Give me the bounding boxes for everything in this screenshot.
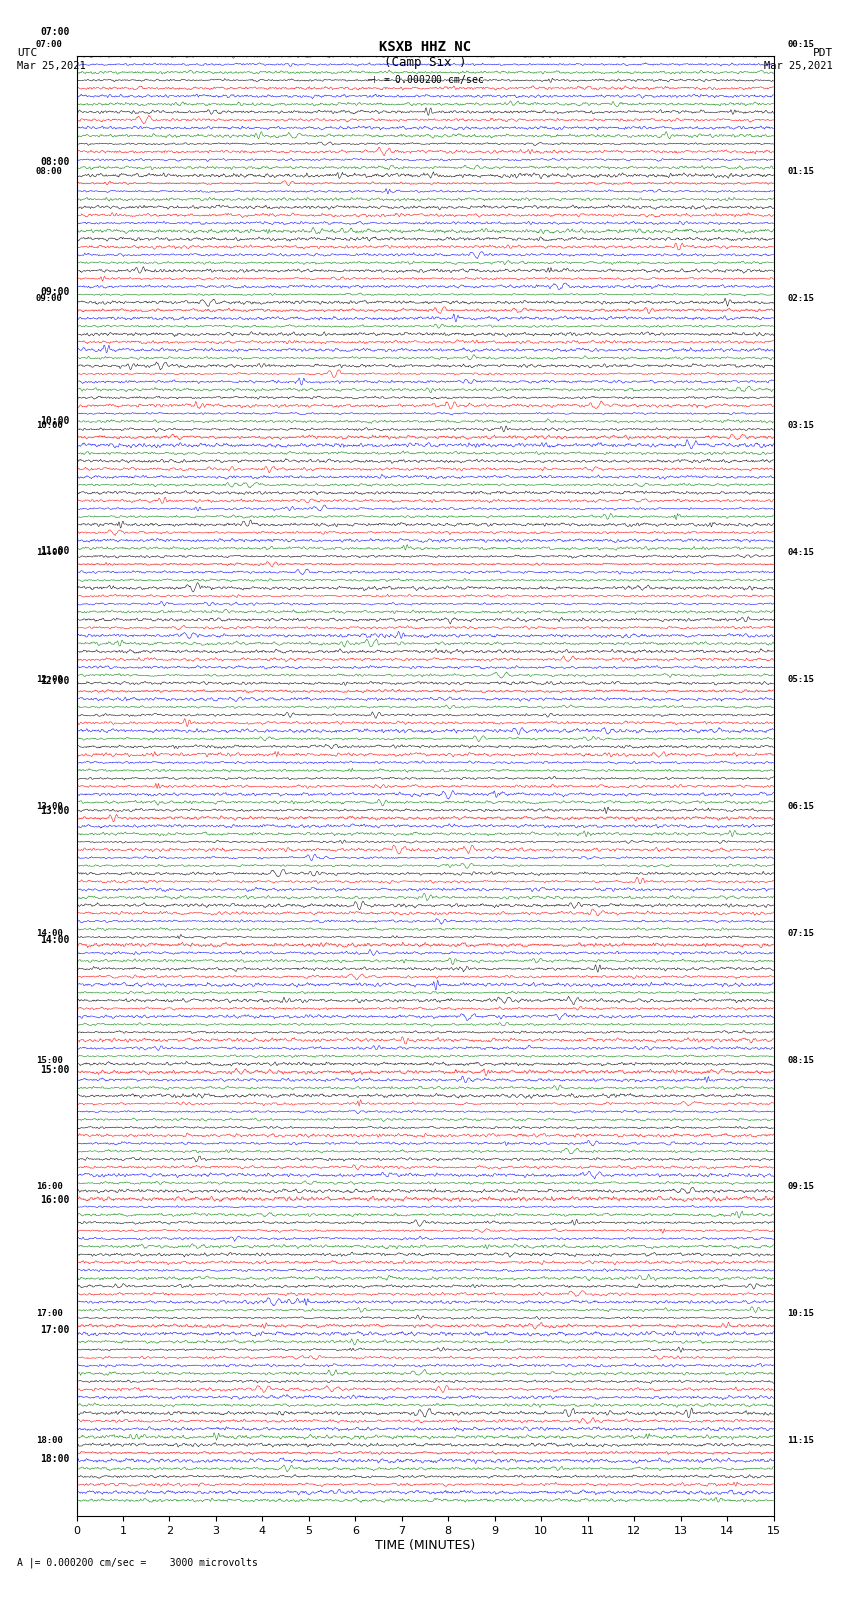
Text: 08:00: 08:00 [36, 168, 63, 176]
Text: 12:00: 12:00 [40, 676, 70, 686]
Text: 14:00: 14:00 [36, 929, 63, 937]
Text: 00:15: 00:15 [787, 40, 814, 48]
Text: 08:15: 08:15 [787, 1055, 814, 1065]
Text: 17:00: 17:00 [40, 1324, 70, 1334]
Text: 18:00: 18:00 [40, 1455, 70, 1465]
Text: UTC: UTC [17, 48, 37, 58]
Text: 11:15: 11:15 [787, 1436, 814, 1445]
Text: 13:00: 13:00 [40, 805, 70, 816]
Text: 15:00: 15:00 [40, 1065, 70, 1076]
Text: KSXB HHZ NC: KSXB HHZ NC [379, 40, 471, 55]
Text: 16:00: 16:00 [40, 1195, 70, 1205]
Text: 13:00: 13:00 [36, 802, 63, 811]
Text: 10:15: 10:15 [787, 1310, 814, 1318]
Text: 16:00: 16:00 [36, 1182, 63, 1192]
Text: 12:00: 12:00 [36, 674, 63, 684]
X-axis label: TIME (MINUTES): TIME (MINUTES) [375, 1539, 475, 1552]
Text: 06:15: 06:15 [787, 802, 814, 811]
Text: 03:15: 03:15 [787, 421, 814, 429]
Text: 04:15: 04:15 [787, 548, 814, 556]
Text: 15:00: 15:00 [36, 1055, 63, 1065]
Text: 17:00: 17:00 [36, 1310, 63, 1318]
Text: 07:15: 07:15 [787, 929, 814, 937]
Text: 11:00: 11:00 [40, 547, 70, 556]
Text: (Camp Six ): (Camp Six ) [383, 56, 467, 69]
Text: 18:00: 18:00 [36, 1436, 63, 1445]
Text: 10:00: 10:00 [40, 416, 70, 426]
Text: A |= 0.000200 cm/sec =    3000 microvolts: A |= 0.000200 cm/sec = 3000 microvolts [17, 1557, 258, 1568]
Text: 09:00: 09:00 [36, 294, 63, 303]
Text: 09:15: 09:15 [787, 1182, 814, 1192]
Text: $\dashv$ = 0.000200 cm/sec: $\dashv$ = 0.000200 cm/sec [366, 73, 484, 85]
Text: 09:00: 09:00 [40, 287, 70, 297]
Text: 11:00: 11:00 [36, 548, 63, 556]
Text: 02:15: 02:15 [787, 294, 814, 303]
Text: Mar 25,2021: Mar 25,2021 [17, 61, 86, 71]
Text: 10:00: 10:00 [36, 421, 63, 429]
Text: 07:00: 07:00 [36, 40, 63, 48]
Text: 14:00: 14:00 [40, 936, 70, 945]
Text: 05:15: 05:15 [787, 674, 814, 684]
Text: 07:00: 07:00 [40, 27, 70, 37]
Text: PDT: PDT [813, 48, 833, 58]
Text: Mar 25,2021: Mar 25,2021 [764, 61, 833, 71]
Text: 01:15: 01:15 [787, 168, 814, 176]
Text: 08:00: 08:00 [40, 156, 70, 166]
